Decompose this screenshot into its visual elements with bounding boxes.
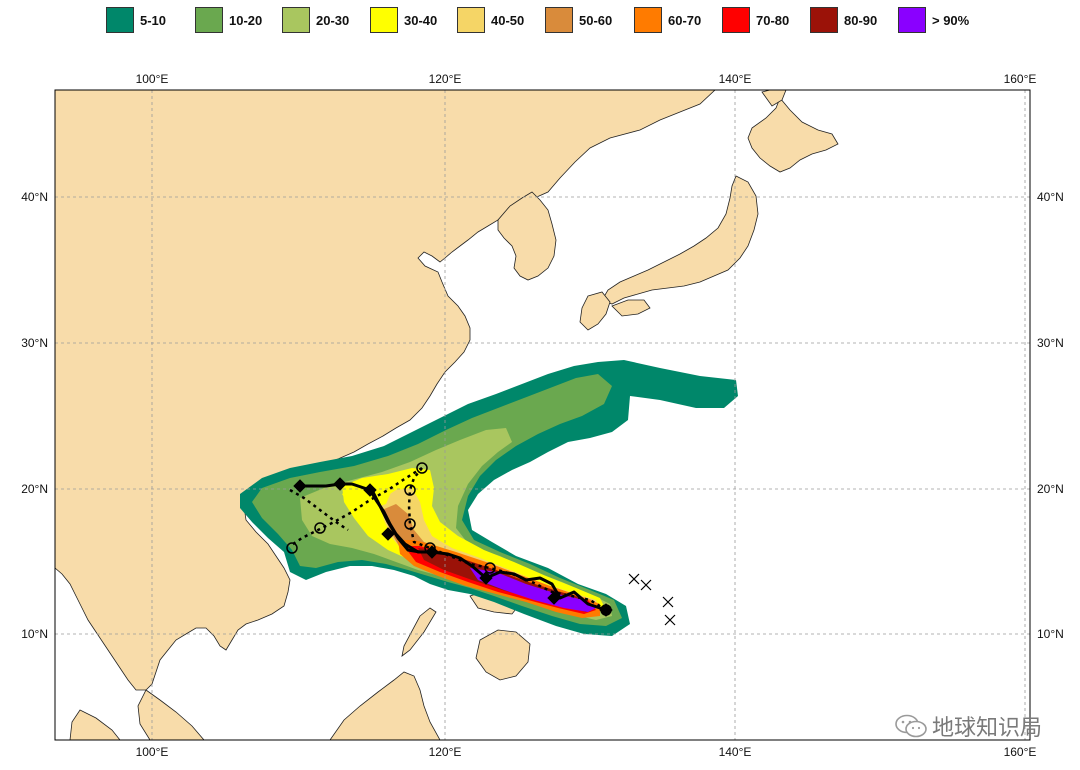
lat-label-right: 20°N bbox=[1037, 482, 1064, 496]
track-dotted-2 bbox=[289, 466, 423, 548]
legend-label: 40-50 bbox=[491, 12, 525, 28]
legend-item: 30-40 bbox=[370, 7, 437, 33]
legend-label: 5-10 bbox=[140, 12, 167, 28]
watermark: 地球知识局 bbox=[894, 710, 1042, 742]
legend-swatch bbox=[457, 7, 485, 33]
legend-label: > 90% bbox=[932, 12, 970, 28]
cross-markers bbox=[628, 573, 676, 626]
land-honshu bbox=[601, 175, 759, 305]
track-diamond-marker bbox=[293, 479, 307, 493]
legend-swatch bbox=[106, 7, 134, 33]
legend-label: 50-60 bbox=[579, 12, 613, 28]
land-sumatra bbox=[69, 709, 121, 740]
legend-label: 30-40 bbox=[404, 12, 438, 28]
cross-marker bbox=[662, 596, 674, 608]
land-malay-peninsula bbox=[137, 689, 205, 740]
legend-swatch bbox=[545, 7, 573, 33]
track-circle-marker bbox=[424, 542, 436, 554]
probability-legend: 5-10 10-20 20-30 30-40 40-50 50-60 60-70… bbox=[0, 0, 1080, 40]
legend-item: 50-60 bbox=[545, 7, 612, 33]
lat-label-left: 30°N bbox=[21, 336, 48, 350]
land-palawan bbox=[401, 607, 437, 657]
lon-label-bottom: 140°E bbox=[719, 745, 752, 759]
track-diamond-marker bbox=[333, 477, 347, 491]
track-circle-marker bbox=[600, 604, 612, 616]
legend-label: 60-70 bbox=[668, 12, 702, 28]
legend-swatch bbox=[898, 7, 926, 33]
legend-label: 20-30 bbox=[316, 12, 350, 28]
graticule bbox=[55, 90, 1030, 740]
legend-item: 40-50 bbox=[457, 7, 524, 33]
track-circle-marker bbox=[404, 484, 416, 496]
lon-label-top: 100°E bbox=[136, 72, 169, 86]
track-circle-marker bbox=[314, 522, 326, 534]
lat-label-left: 40°N bbox=[21, 190, 48, 204]
map-frame bbox=[54, 89, 1031, 741]
wechat-icon bbox=[895, 714, 927, 738]
lon-label-top: 120°E bbox=[429, 72, 462, 86]
legend-item: 10-20 bbox=[195, 7, 262, 33]
legend-swatch bbox=[634, 7, 662, 33]
track-diamond-marker bbox=[547, 591, 561, 605]
land-korea bbox=[497, 191, 557, 281]
cross-marker bbox=[640, 579, 652, 591]
probability-band bbox=[240, 360, 738, 636]
lat-label-left: 10°N bbox=[21, 627, 48, 641]
track-solid-2 bbox=[370, 489, 421, 554]
cross-marker bbox=[664, 614, 676, 626]
legend-item: 60-70 bbox=[634, 7, 701, 33]
lon-label-top: 160°E bbox=[1004, 72, 1037, 86]
probability-band bbox=[470, 568, 596, 612]
lat-label-right: 40°N bbox=[1037, 190, 1064, 204]
forecast-tracks bbox=[289, 466, 607, 612]
lat-label-right: 30°N bbox=[1037, 336, 1064, 350]
track-dotted-1 bbox=[407, 467, 607, 612]
lat-label-right: 10°N bbox=[1037, 627, 1064, 641]
legend-item: > 90% bbox=[898, 7, 969, 33]
watermark-text: 地球知识局 bbox=[931, 715, 1042, 740]
legend-label: 70-80 bbox=[756, 12, 790, 28]
lon-label-bottom: 160°E bbox=[1004, 745, 1037, 759]
legend-swatch bbox=[722, 7, 750, 33]
track-markers bbox=[293, 477, 613, 617]
legend-swatch bbox=[810, 7, 838, 33]
lon-label-bottom: 100°E bbox=[136, 745, 169, 759]
legend-item: 70-80 bbox=[722, 7, 789, 33]
track-circle-marker bbox=[416, 462, 428, 474]
track-diamond-marker bbox=[479, 571, 493, 585]
legend-label: 80-90 bbox=[844, 12, 878, 28]
track-circle-marker bbox=[286, 542, 298, 554]
land-borneo bbox=[329, 671, 441, 740]
legend-item: 5-10 bbox=[106, 7, 166, 33]
track-dotted-3 bbox=[289, 488, 349, 532]
legend-swatch bbox=[370, 7, 398, 33]
land-mindanao bbox=[475, 629, 531, 681]
lon-label-bottom: 120°E bbox=[429, 745, 462, 759]
legend-swatch bbox=[195, 7, 223, 33]
legend-label: 10-20 bbox=[229, 12, 263, 28]
legend-item: 20-30 bbox=[282, 7, 349, 33]
track-circle-marker bbox=[484, 562, 496, 574]
lat-label-left: 20°N bbox=[21, 482, 48, 496]
lon-label-top: 140°E bbox=[719, 72, 752, 86]
land-kyushu bbox=[579, 291, 611, 331]
legend-swatch bbox=[282, 7, 310, 33]
track-circle-markers bbox=[286, 462, 612, 616]
track-diamond-marker bbox=[363, 483, 377, 497]
land-shikoku bbox=[611, 299, 651, 317]
track-circle-marker bbox=[404, 518, 416, 530]
track-diamond-marker bbox=[381, 527, 395, 541]
legend-item: 80-90 bbox=[810, 7, 877, 33]
cross-marker bbox=[628, 573, 640, 585]
